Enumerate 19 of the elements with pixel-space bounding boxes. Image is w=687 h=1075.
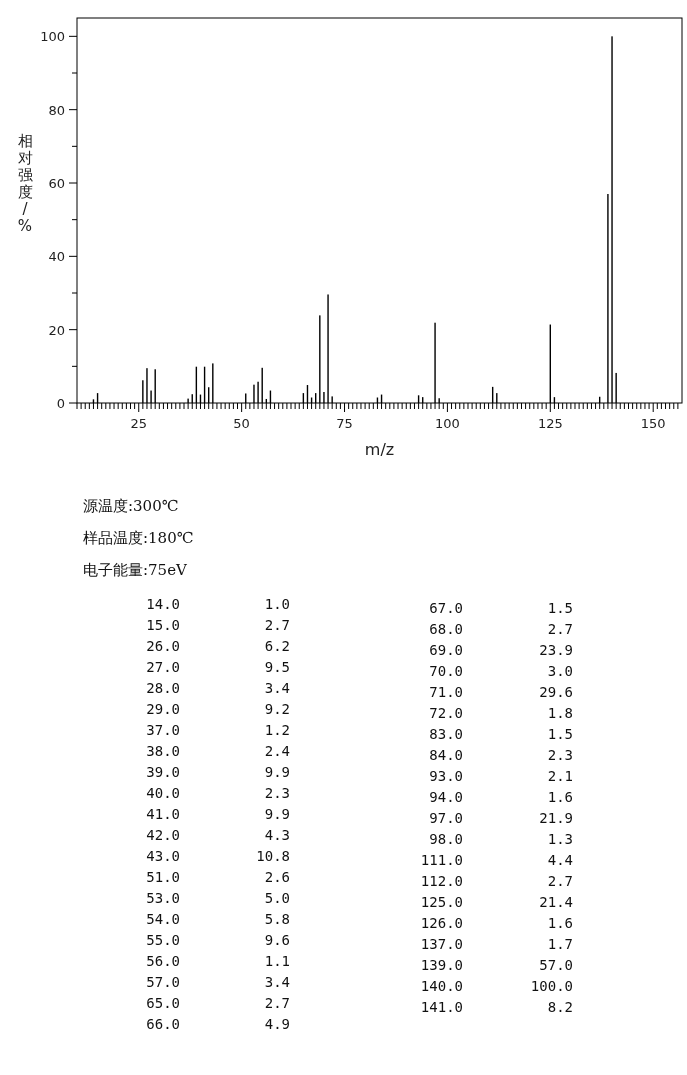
text: 源温度:300℃ xyxy=(83,497,179,515)
x-tick-label: 150 xyxy=(640,416,666,431)
x-axis-title: m/z xyxy=(364,440,395,459)
x-tick-label: 125 xyxy=(537,416,563,431)
y-tick-label: 80 xyxy=(48,102,65,118)
x-tick-label: 75 xyxy=(336,416,353,431)
y-tick-label: 100 xyxy=(40,29,65,45)
y-tick-label: 40 xyxy=(48,249,65,265)
text: 电子能量:75eV xyxy=(83,561,189,579)
y-tick-label: 20 xyxy=(48,322,65,338)
table: 14.0 1.0 15.0 2.7 26.0 6.2 27.0 9.5 28.0 3.4 29.0 9.2 37.0 1.2 38.0 2.4 39.0 9.9 40.0 2.3 41.0 9.9 42.0 4.3 43.0 10.8 51.0 2.6 53.0 5.0 54.0 5.8 55.0 9.6 56.0 1.1 57.0 3.4 65.0 2.7 66.0 4.9 67.0 1.5 68.0 2.7 69.0 23.9 70.0 3.0 71.0 29.6 72.0 1.8 83.0 1.5 84.0 2.3 93.0 2.1 94.0 1.6 97.0 21.9 98.0 1.3 111.0 4.4 112.0 2.7 125.0 21.4 126.0 1.6 137.0 1.7 139.0 57.0 140.0 100.0 141.0 8.2 xyxy=(146,596,573,1032)
x-tick-label: 100 xyxy=(434,416,460,431)
y-axis-title: 相对强度/% xyxy=(17,132,33,235)
x-tick-label: 50 xyxy=(233,416,250,431)
y-tick-label: 0 xyxy=(56,396,65,411)
y-tick-label: 60 xyxy=(48,176,65,191)
x-tick-label: 25 xyxy=(130,416,148,431)
plot: 25 50 75 100 125 150 0 20 40 60 80 100 xyxy=(40,17,683,431)
text: 样品温度:180℃ xyxy=(83,529,194,547)
